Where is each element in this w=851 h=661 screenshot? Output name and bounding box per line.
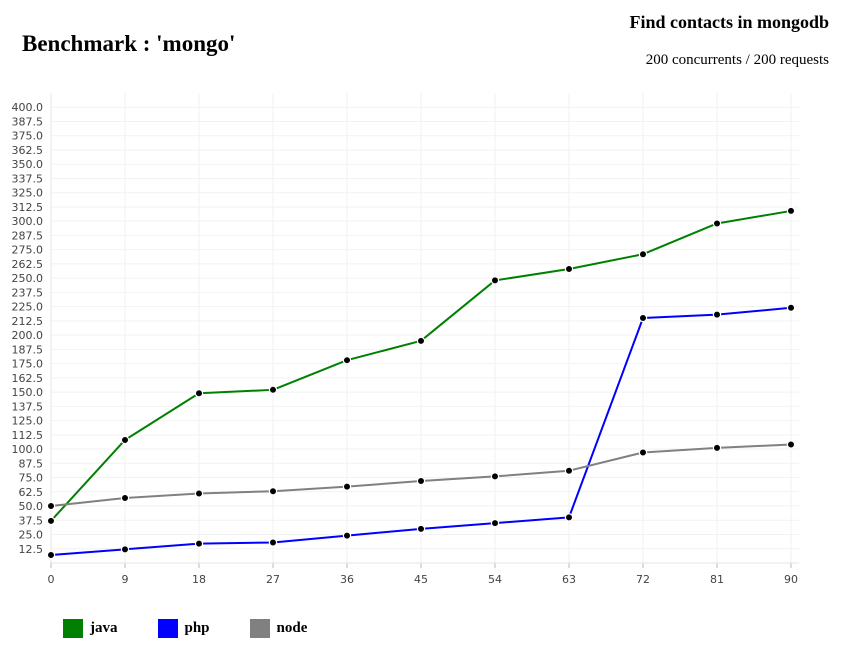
y-tick-label: 337.5 (12, 172, 44, 185)
grid (50, 93, 799, 563)
chart-title: Benchmark : 'mongo' (22, 31, 236, 56)
x-tick-label: 45 (414, 573, 428, 586)
legend-item-php: php (157, 619, 210, 638)
data-point-java (120, 435, 130, 445)
data-point-node (712, 443, 722, 453)
x-tick-label: 36 (340, 573, 354, 586)
y-tick-label: 12.5 (19, 543, 44, 556)
legend-item-node: node (249, 619, 308, 638)
y-tick-label: 162.5 (12, 372, 44, 385)
data-point-php (194, 539, 204, 548)
y-tick-label: 62.5 (19, 486, 44, 499)
data-point-java (46, 516, 56, 526)
data-point-java (268, 385, 278, 395)
data-point-java (786, 206, 796, 216)
data-point-java (194, 389, 204, 398)
y-tick-label: 362.5 (12, 144, 44, 157)
data-point-node (342, 482, 352, 491)
x-tick-label: 81 (710, 573, 724, 586)
y-tick-label: 150.0 (12, 386, 44, 399)
y-tick-label: 50.0 (19, 500, 44, 513)
y-tick-label: 387.5 (12, 115, 44, 128)
y-tick-label: 212.5 (12, 315, 44, 328)
y-tick-label: 375.0 (12, 130, 44, 143)
y-tick-label: 87.5 (19, 457, 44, 470)
x-tick-label: 63 (562, 573, 576, 586)
x-tick-label: 54 (488, 573, 502, 586)
x-tick-label: 90 (784, 573, 798, 586)
y-tick-label: 350.0 (12, 158, 44, 171)
y-tick-label: 25.0 (19, 529, 44, 542)
x-tick-label: 0 (48, 573, 55, 586)
y-tick-label: 125.0 (12, 415, 44, 428)
data-point-node (490, 472, 500, 481)
data-point-php (46, 550, 56, 560)
x-tick-label: 72 (636, 573, 650, 586)
data-point-java (416, 336, 426, 346)
data-point-node (268, 487, 278, 496)
data-point-node (786, 440, 796, 449)
y-tick-label: 300.0 (12, 215, 44, 228)
y-tick-label: 175.0 (12, 358, 44, 371)
legend-label: java (90, 620, 118, 636)
y-tick-label: 312.5 (12, 201, 44, 214)
data-point-java (564, 264, 574, 274)
y-tick-label: 400.0 (12, 101, 44, 114)
legend-swatch (63, 619, 83, 638)
data-point-node (194, 489, 204, 498)
data-point-php (786, 303, 796, 312)
y-tick-label: 100.0 (12, 443, 44, 456)
data-point-node (638, 448, 648, 457)
data-point-java (342, 355, 352, 365)
y-tick-label: 187.5 (12, 343, 44, 356)
data-point-java (712, 219, 722, 228)
legend-swatch (157, 619, 178, 638)
data-point-node (120, 493, 130, 503)
y-tick-label: 250.0 (12, 272, 44, 285)
y-tick-label: 287.5 (12, 229, 44, 242)
y-tick-label: 37.5 (19, 514, 44, 527)
data-point-java (638, 250, 648, 259)
y-tick-label: 200.0 (12, 329, 44, 342)
legend-swatch (249, 619, 270, 638)
data-point-node (416, 476, 426, 486)
x-tick-label: 18 (192, 573, 206, 586)
series-group (46, 206, 796, 560)
data-point-node (564, 466, 574, 475)
data-point-php (712, 310, 722, 319)
legend: java php node (63, 619, 347, 638)
y-tick-label: 137.5 (12, 400, 44, 413)
legend-label: php (184, 620, 210, 636)
data-point-php (342, 531, 352, 540)
data-point-node (46, 501, 56, 511)
legend-item-java: java (63, 619, 118, 638)
y-tick-label: 75.0 (19, 472, 44, 485)
data-point-php (490, 518, 500, 528)
axes: 12.525.0 37.550.062.575.0 87.5100.0112.512… (12, 93, 799, 586)
data-point-php (416, 524, 426, 534)
x-tick-label: 9 (122, 573, 129, 586)
data-point-php (268, 538, 278, 547)
legend-label: node (276, 620, 308, 636)
chart-detail: 200 concurrents / 200 requests (645, 52, 829, 68)
data-point-php (564, 513, 574, 522)
x-tick-label: 27 (266, 573, 280, 586)
y-tick-label: 112.5 (12, 429, 44, 442)
y-tick-label: 275.0 (12, 244, 44, 257)
y-tick-label: 237.5 (12, 286, 44, 299)
data-point-java (490, 276, 500, 285)
data-point-php (638, 313, 648, 323)
y-tick-label: 325.0 (12, 187, 44, 200)
y-tick-label: 225.0 (12, 301, 44, 314)
chart-subtitle: Find contacts in mongodb (629, 12, 829, 32)
y-tick-label: 262.5 (12, 258, 44, 271)
data-point-php (120, 545, 130, 554)
